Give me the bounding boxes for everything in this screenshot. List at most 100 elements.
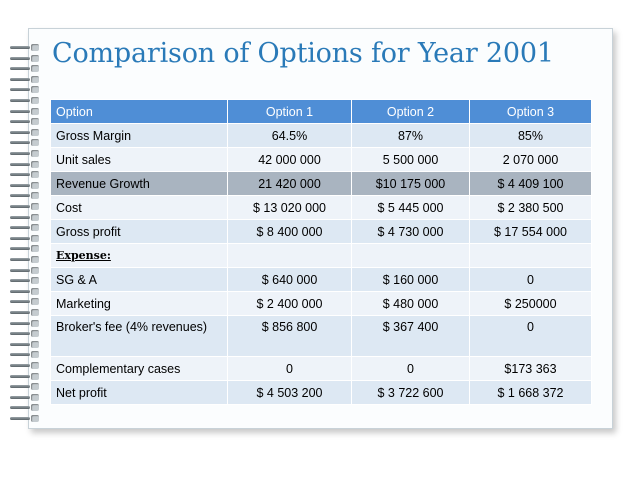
table-cell: $ 856 800 [227,315,352,357]
table-cell: $ 1 668 372 [469,380,592,405]
spiral-ring [10,160,40,168]
spiral-ring [10,181,40,189]
table-cell: 0 [351,356,470,381]
table-row: Gross Margin 64.5% 87% 85% [50,123,592,148]
spiral-ring [10,351,40,359]
spiral-ring [10,107,40,115]
table-cell: $10 175 000 [351,171,470,196]
row-label: Marketing [50,291,228,316]
spiral-ring [10,319,40,327]
spiral-ring [10,362,40,369]
table-row: Cost $ 13 020 000 $ 5 445 000 $ 2 380 50… [50,195,592,220]
table-cell: 85% [469,123,592,148]
row-label: Broker's fee (4% revenues) [50,315,228,357]
spiral-ring [10,404,40,412]
row-label: Expense: [50,243,228,268]
table-row: Marketing $ 2 400 000 $ 480 000 $ 250000 [50,291,592,316]
spiral-ring [10,118,40,126]
table-cell: 2 070 000 [469,147,592,172]
header-option: Option [50,99,228,124]
table-cell: $ 640 000 [227,267,352,292]
spiral-ring [10,372,40,380]
table-cell: $ 2 380 500 [469,195,592,220]
spiral-ring [10,256,40,263]
spiral-ring [10,266,40,274]
row-label: Net profit [50,380,228,405]
table-row: Broker's fee (4% revenues) $ 856 800 $ 3… [50,315,592,357]
table-row: SG & A $ 640 000 $ 160 000 0 [50,267,592,292]
spiral-ring [10,309,40,316]
spiral-ring [10,224,40,232]
spiral-ring [10,383,40,391]
table-row: Expense: [50,243,592,268]
table-cell: 21 420 000 [227,171,352,196]
spiral-ring [10,65,40,73]
spiral-ring [10,54,40,62]
header-option-2: Option 2 [351,99,470,124]
table-cell: $ 4 730 000 [351,219,470,244]
row-label: Unit sales [50,147,228,172]
table-cell: $ 160 000 [351,267,470,292]
table-row: Unit sales 42 000 000 5 500 000 2 070 00… [50,147,592,172]
header-option-3: Option 3 [469,99,592,124]
spiral-ring [10,86,40,94]
spiral-ring [10,213,40,221]
spiral-ring [10,203,40,210]
spiral-binding [10,44,40,424]
table-row: Net profit $ 4 503 200 $ 3 722 600 $ 1 6… [50,380,592,405]
table-cell: $ 8 400 000 [227,219,352,244]
table-cell: $ 480 000 [351,291,470,316]
table-cell [469,243,592,268]
spiral-ring [10,277,40,285]
spiral-ring [10,44,40,51]
table-cell: 5 500 000 [351,147,470,172]
table-row-highlighted: Revenue Growth 21 420 000 $10 175 000 $ … [50,171,592,196]
table-cell: 64.5% [227,123,352,148]
spiral-ring [10,150,40,157]
row-label: Complementary cases [50,356,228,381]
spiral-ring [10,415,40,422]
expense-section-label: Expense: [56,249,111,262]
spiral-ring [10,234,40,242]
row-label: Gross profit [50,219,228,244]
row-label: Cost [50,195,228,220]
table-cell: $ 17 554 000 [469,219,592,244]
spiral-ring [10,75,40,83]
table-cell: 42 000 000 [227,147,352,172]
spiral-ring [10,340,40,348]
spiral-ring [10,139,40,147]
table-cell [351,243,470,268]
header-option-1: Option 1 [227,99,352,124]
table-cell: 0 [469,267,592,292]
spiral-ring [10,192,40,200]
spiral-ring [10,171,40,179]
row-label: SG & A [50,267,228,292]
table-cell: $ 2 400 000 [227,291,352,316]
spiral-ring [10,330,40,338]
table-cell: 0 [469,315,592,357]
spiral-ring [10,128,40,136]
table-cell: $173 363 [469,356,592,381]
options-table: Option Option 1 Option 2 Option 3 Gross … [50,99,592,405]
table-cell [227,243,352,268]
spiral-ring [10,393,40,401]
slide-title: Comparison of Options for Year 2001 [52,38,554,69]
table-cell: $ 3 722 600 [351,380,470,405]
table-cell: $ 13 020 000 [227,195,352,220]
table-cell: $ 4 409 100 [469,171,592,196]
table-cell: $ 5 445 000 [351,195,470,220]
spiral-ring [10,287,40,295]
table-cell: $ 367 400 [351,315,470,357]
spiral-ring [10,245,40,253]
table-row: Complementary cases 0 0 $173 363 [50,356,592,381]
table-header-row: Option Option 1 Option 2 Option 3 [50,99,592,124]
table-cell: $ 4 503 200 [227,380,352,405]
table-cell: $ 250000 [469,291,592,316]
table-cell: 87% [351,123,470,148]
row-label: Revenue Growth [50,171,228,196]
spiral-ring [10,298,40,306]
table-cell: 0 [227,356,352,381]
row-label: Gross Margin [50,123,228,148]
spiral-ring [10,97,40,104]
table-row: Gross profit $ 8 400 000 $ 4 730 000 $ 1… [50,219,592,244]
